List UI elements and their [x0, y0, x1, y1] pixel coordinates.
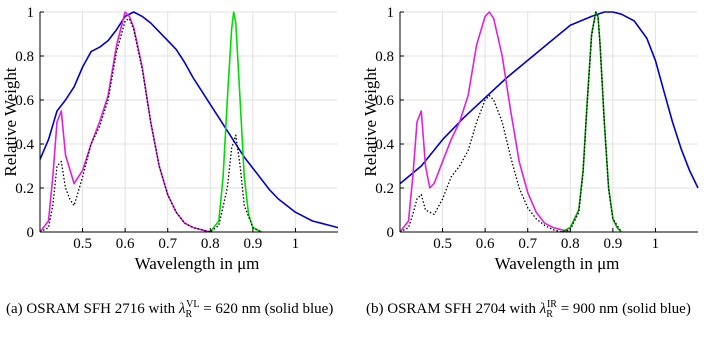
caption-a-prefix: (a) OSRAM SFH 2716 with [6, 301, 179, 317]
chart-b-xlabel: Wavelength in μm [495, 254, 620, 273]
chart-b-ytick-label-5: 1 [387, 5, 395, 21]
chart-a-series-1 [39, 11, 211, 233]
chart-b-xtick-label-5: 1 [652, 236, 660, 252]
caption-b-symbol: λ [539, 301, 547, 317]
chart-b-series-0 [399, 11, 699, 189]
chart-b-ytick-label-1: 0.2 [375, 181, 394, 197]
chart-a-ytick-label-2: 0.4 [15, 137, 34, 153]
chart-b-xtick-label-2: 0.7 [518, 236, 537, 252]
chart-a-series-0 [39, 11, 339, 229]
chart-a-xtick-label-3: 0.8 [201, 236, 220, 252]
chart-a-xtick-label-4: 0.9 [243, 236, 262, 252]
chart-a-xlabel: Wavelength in μm [135, 254, 260, 273]
chart-a-series-3 [39, 17, 262, 233]
chart-a-ytick-label-1: 0.2 [15, 181, 34, 197]
chart-a-plot-area [40, 12, 338, 232]
chart-a-series-2 [209, 11, 262, 233]
chart-a-xtick-label-5: 1 [292, 236, 300, 252]
chart-a-xtick-label-0: 0.5 [73, 236, 92, 252]
chart-a-ytick-label-5: 1 [27, 5, 35, 21]
chart-b-ylabel: Relative Weight [361, 67, 380, 177]
caption-a-sup: VL [186, 299, 200, 310]
chart-a-xtick-label-1: 0.6 [116, 236, 135, 252]
caption-b-prefix: (b) OSRAM SFH 2704 with [366, 301, 540, 317]
chart-a-ytick-label-4: 0.8 [15, 49, 34, 65]
caption-a: (a) OSRAM SFH 2716 with λRVL = 620 nm (s… [6, 295, 356, 324]
chart-a-xtick-label-2: 0.7 [158, 236, 177, 252]
chart-a-ylabel: Relative Weight [1, 67, 20, 177]
chart-b-xtick-label-3: 0.8 [561, 236, 580, 252]
caption-a-symbol: λ [178, 301, 186, 317]
chart-b-xtick-label-4: 0.9 [603, 236, 622, 252]
caption-b-sub: R [546, 309, 553, 320]
chart-b-xtick-label-0: 0.5 [433, 236, 452, 252]
chart-a-ytick-label-3: 0.6 [15, 93, 34, 109]
chart-b-plot-area [400, 12, 698, 232]
chart-b-ytick-label-0: 0 [387, 225, 395, 241]
chart-a-ytick-label-0: 0 [27, 225, 35, 241]
chart-b: 0.5 0.6 0.7 0.8 0.9 1 0 0.2 0.4 0.6 0.8 1 Wavelength… [361, 5, 699, 273]
caption-b-sup: IR [546, 299, 557, 310]
chart-b-series-3 [399, 11, 622, 233]
chart-a: 0.5 0.6 0.7 0.8 0.9 1 0 0.2 0.4 0.6 0.8 1 Wavelength… [1, 5, 339, 273]
caption-a-sub: R [185, 309, 193, 320]
chart-b-xtick-label-1: 0.6 [476, 236, 495, 252]
chart-b-ytick-label-4: 0.8 [375, 49, 394, 65]
caption-a-suffix: = 620 nm (solid blue) [199, 301, 334, 317]
chart-b-series-1 [399, 11, 571, 233]
caption-b: (b) OSRAM SFH 2704 with λRIR = 900 nm (s… [366, 295, 716, 324]
chart-b-ytick-label-3: 0.6 [375, 93, 394, 109]
caption-b-suffix: = 900 nm (solid blue) [556, 301, 691, 317]
chart-b-ytick-label-2: 0.4 [375, 137, 394, 153]
